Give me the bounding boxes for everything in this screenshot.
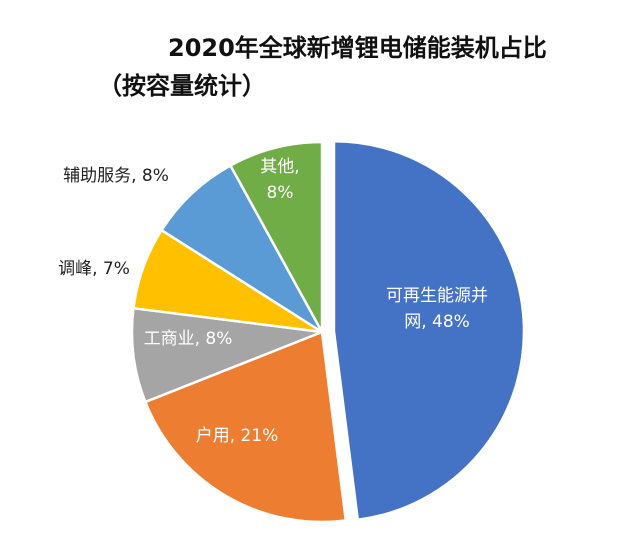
- slice-label: 调峰, 7%: [58, 259, 130, 279]
- chart-title-line-1: 2020年全球新增锂电储能装机占比: [168, 34, 547, 62]
- slice-label-line: 8%: [267, 183, 294, 203]
- slice-label-line: 工商业, 8%: [144, 329, 233, 349]
- slice-label: 工商业, 8%: [144, 329, 233, 349]
- slice-label: 其他, 8%: [260, 157, 299, 203]
- slice-label: 可再生能源并网, 48%: [386, 286, 488, 332]
- pie-slice: [130, 306, 324, 404]
- chart-title-line-2: （按容量统计）: [98, 72, 266, 100]
- pie-labels: 可再生能源并网, 48% 户用, 21% 工商业, 8% 调峰, 7% 辅助服务, 8%…: [58, 157, 488, 446]
- slice-label-line: 户用, 21%: [196, 426, 279, 446]
- pie-slice: [332, 140, 526, 521]
- chart-title: 2020年全球新增锂电储能装机占比 （按容量统计）: [0, 0, 620, 110]
- pie-slices: [130, 140, 526, 524]
- slice-label-line: 网, 48%: [404, 312, 470, 332]
- pie-slice: [160, 164, 324, 334]
- slice-label: 户用, 21%: [196, 426, 279, 446]
- slice-label-line: 辅助服务, 8%: [63, 166, 169, 186]
- slice-label-line: 调峰, 7%: [58, 259, 130, 279]
- pie-slice: [229, 140, 324, 334]
- slice-label-line: 其他,: [260, 157, 299, 177]
- pie-slice: [144, 330, 348, 524]
- slice-label: 辅助服务, 8%: [63, 166, 169, 186]
- slice-label-line: 可再生能源并: [386, 286, 488, 306]
